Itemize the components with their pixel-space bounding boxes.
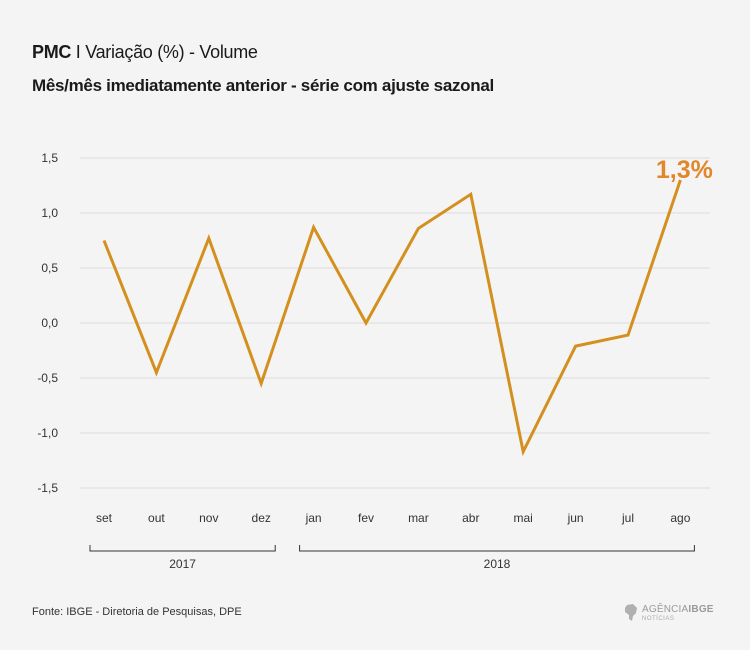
- series-group: [102, 179, 682, 457]
- year-label: 2017: [169, 557, 196, 571]
- annotation-group: 1,3%: [656, 156, 713, 184]
- x-axis-ticks: set out nov dez jan fev mar abr mai jun jul ago: [96, 511, 691, 525]
- year-bracket: [299, 545, 695, 552]
- x-tick-label: fev: [358, 511, 374, 525]
- logo-text-ibge: IBGE: [688, 603, 714, 615]
- y-tick-label: -1,0: [37, 426, 58, 440]
- source-note: Fonte: IBGE - Diretoria de Pesquisas, DP…: [32, 606, 242, 618]
- chart-title-rest: I Variação (%) - Volume: [71, 42, 258, 62]
- y-tick-label: -1,5: [37, 481, 58, 495]
- x-tick-label: mar: [408, 511, 429, 525]
- x-tick-label: nov: [199, 511, 218, 525]
- chart-title: PMC I Variação (%) - Volume: [32, 42, 258, 63]
- x-tick-label: jan: [305, 511, 322, 525]
- x-tick-label: set: [96, 511, 113, 525]
- y-tick-label: 0,0: [41, 316, 58, 330]
- year-label: 2018: [484, 557, 511, 571]
- agencia-ibge-logo: AGÊNCIAIBGE NOTÍCIAS: [624, 604, 714, 622]
- y-tick-label: 1,5: [41, 151, 58, 165]
- brazil-map-icon: [625, 604, 637, 621]
- logo-text-noticias: NOTÍCIAS: [642, 615, 675, 622]
- y-tick-label: -0,5: [37, 371, 58, 385]
- x-tick-label: jul: [621, 511, 634, 525]
- chart-title-bold: PMC: [32, 42, 72, 62]
- highlight-value-label: 1,3%: [656, 156, 713, 184]
- y-tick-label: 0,5: [41, 261, 58, 275]
- x-tick-label: mai: [514, 511, 533, 525]
- x-tick-label: out: [148, 511, 165, 525]
- x-tick-label: abr: [462, 511, 479, 525]
- chart-subtitle: Mês/mês imediatamente anterior - série c…: [32, 76, 494, 95]
- logo-text-agencia: AGÊNCIA: [642, 603, 689, 615]
- grid-lines: [80, 157, 710, 489]
- x-tick-label: jun: [567, 511, 584, 525]
- y-axis-ticks: 1,5 1,0 0,5 0,0 -0,5 -1,0 -1,5: [37, 151, 58, 495]
- x-tick-label: dez: [252, 511, 271, 525]
- year-bracket: [89, 545, 276, 552]
- series-line: [102, 179, 682, 457]
- x-tick-label: ago: [670, 511, 690, 525]
- year-brackets: 2017 2018: [89, 545, 695, 571]
- y-tick-label: 1,0: [41, 206, 58, 220]
